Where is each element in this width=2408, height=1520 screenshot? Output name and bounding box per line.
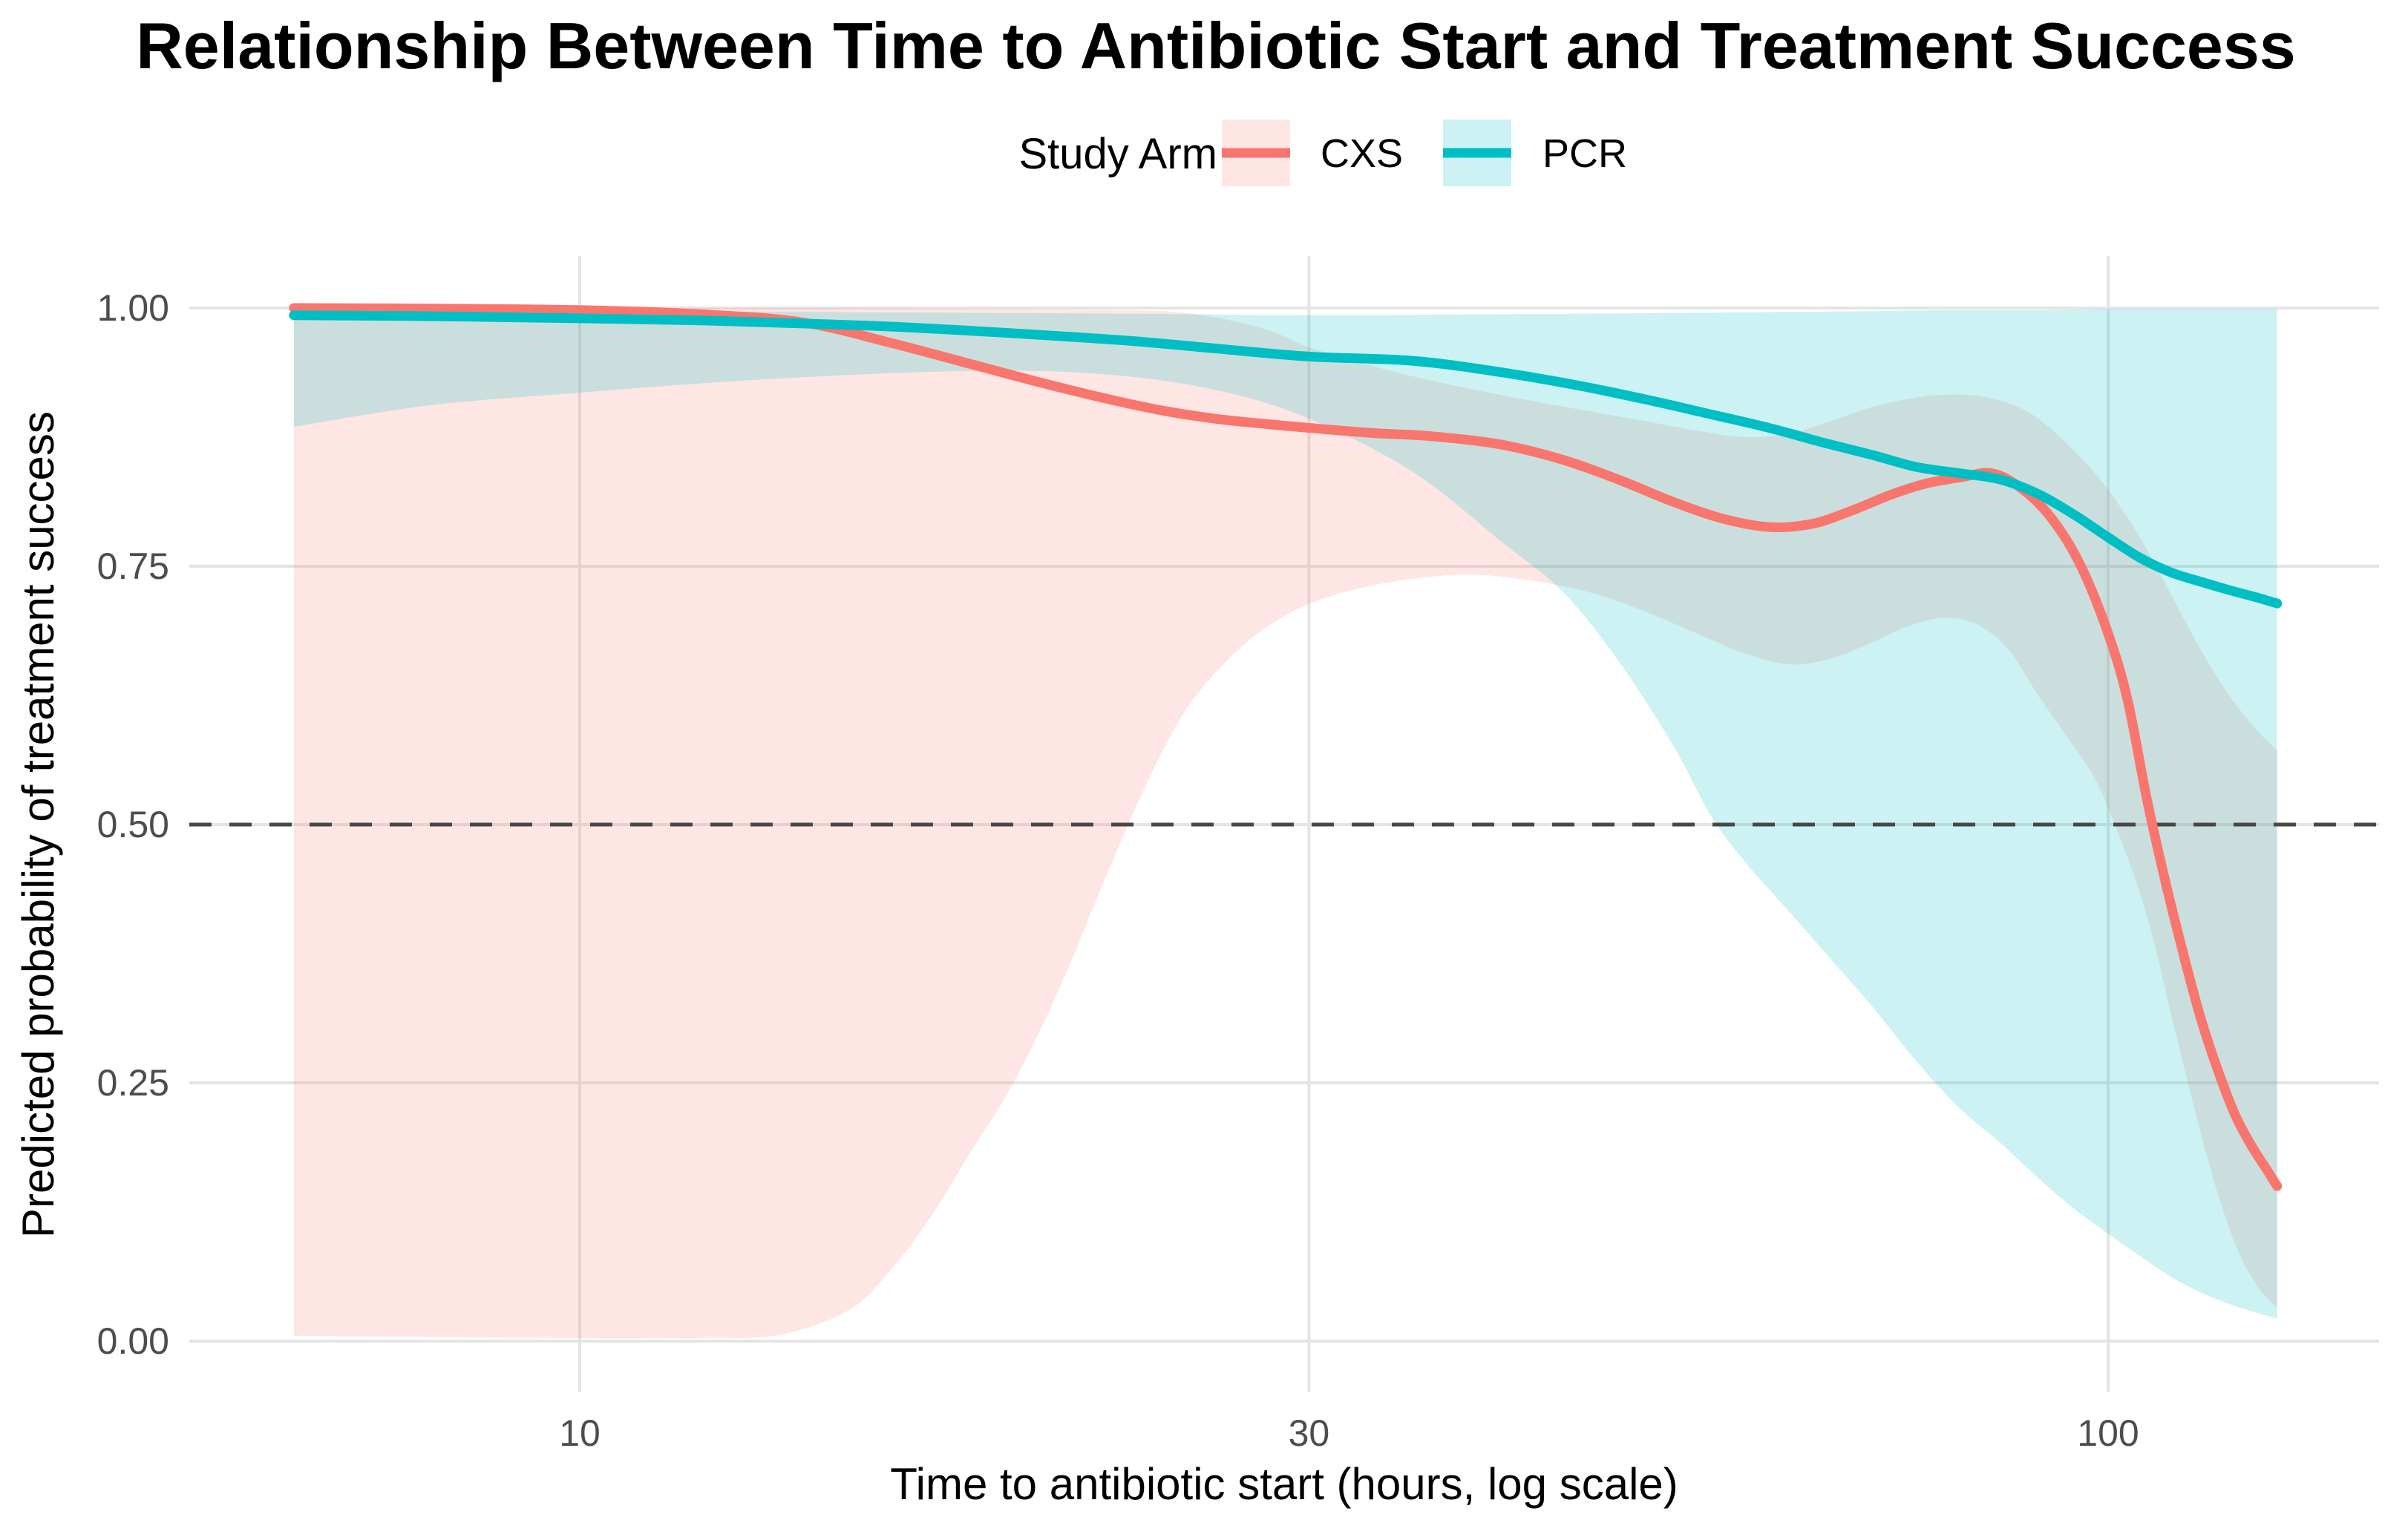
- legend-title: Study Arm: [1018, 130, 1217, 178]
- ribbon-cxs: [293, 307, 2277, 1339]
- y-tick-label: 0.75: [97, 546, 169, 587]
- line-pcr: [289, 310, 2283, 609]
- y-tick-label: 0.25: [97, 1062, 169, 1104]
- y-tick-label: 0.50: [97, 804, 169, 845]
- line-cxs: [289, 303, 2283, 1191]
- legend-label-cxs: CXS: [1321, 131, 1403, 176]
- legend: Study Arm CXS PCR: [1018, 119, 1627, 186]
- page-title: Relationship Between Time to Antibiotic …: [136, 9, 2296, 82]
- y-tick-labels: 0.00 0.25 0.50 0.75 1.00: [97, 287, 169, 1362]
- x-axis-title: Time to antibiotic start (hours, log sca…: [890, 1459, 1678, 1509]
- legend-label-pcr: PCR: [1542, 131, 1627, 176]
- x-tick-labels: 10 30 100: [559, 1412, 2139, 1454]
- line-layer: [289, 303, 2283, 1191]
- legend-entry-cxs: CXS: [1222, 119, 1403, 186]
- y-tick-label: 1.00: [97, 287, 169, 329]
- x-tick-label: 30: [1289, 1412, 1330, 1454]
- x-tick-label: 100: [2077, 1412, 2139, 1454]
- ribbon-layer: [293, 307, 2277, 1339]
- x-tick-label: 10: [559, 1412, 601, 1454]
- ribbon-pcr: [293, 309, 2277, 1319]
- legend-entry-pcr: PCR: [1443, 119, 1627, 186]
- y-tick-label: 0.00: [97, 1320, 169, 1362]
- y-axis-title: Predicted probability of treatment succe…: [13, 411, 63, 1238]
